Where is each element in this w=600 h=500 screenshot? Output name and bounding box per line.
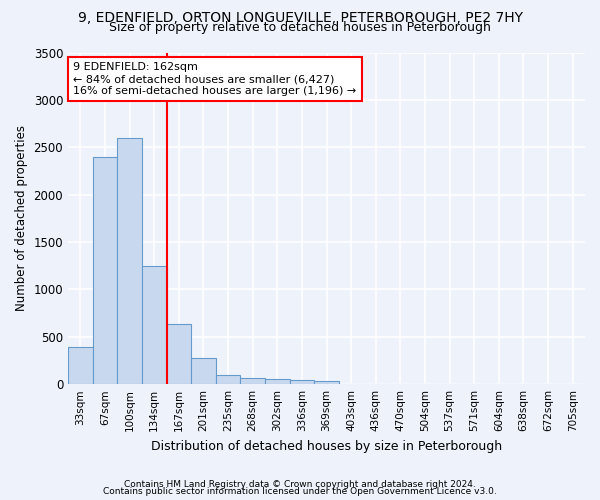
Bar [265, 379, 290, 384]
Bar [191, 358, 216, 384]
Text: Contains HM Land Registry data © Crown copyright and database right 2024.: Contains HM Land Registry data © Crown c… [124, 480, 476, 489]
Bar [68, 347, 92, 384]
Bar [216, 374, 241, 384]
Bar [92, 156, 117, 384]
Text: 9, EDENFIELD, ORTON LONGUEVILLE, PETERBOROUGH, PE2 7HY: 9, EDENFIELD, ORTON LONGUEVILLE, PETERBO… [77, 12, 523, 26]
Bar [290, 380, 314, 384]
Bar [117, 138, 142, 384]
Bar [142, 266, 167, 384]
X-axis label: Distribution of detached houses by size in Peterborough: Distribution of detached houses by size … [151, 440, 502, 452]
Text: Size of property relative to detached houses in Peterborough: Size of property relative to detached ho… [109, 22, 491, 35]
Bar [314, 382, 339, 384]
Bar [241, 378, 265, 384]
Text: 9 EDENFIELD: 162sqm
← 84% of detached houses are smaller (6,427)
16% of semi-det: 9 EDENFIELD: 162sqm ← 84% of detached ho… [73, 62, 356, 96]
Bar [167, 324, 191, 384]
Text: Contains public sector information licensed under the Open Government Licence v3: Contains public sector information licen… [103, 487, 497, 496]
Y-axis label: Number of detached properties: Number of detached properties [15, 126, 28, 312]
